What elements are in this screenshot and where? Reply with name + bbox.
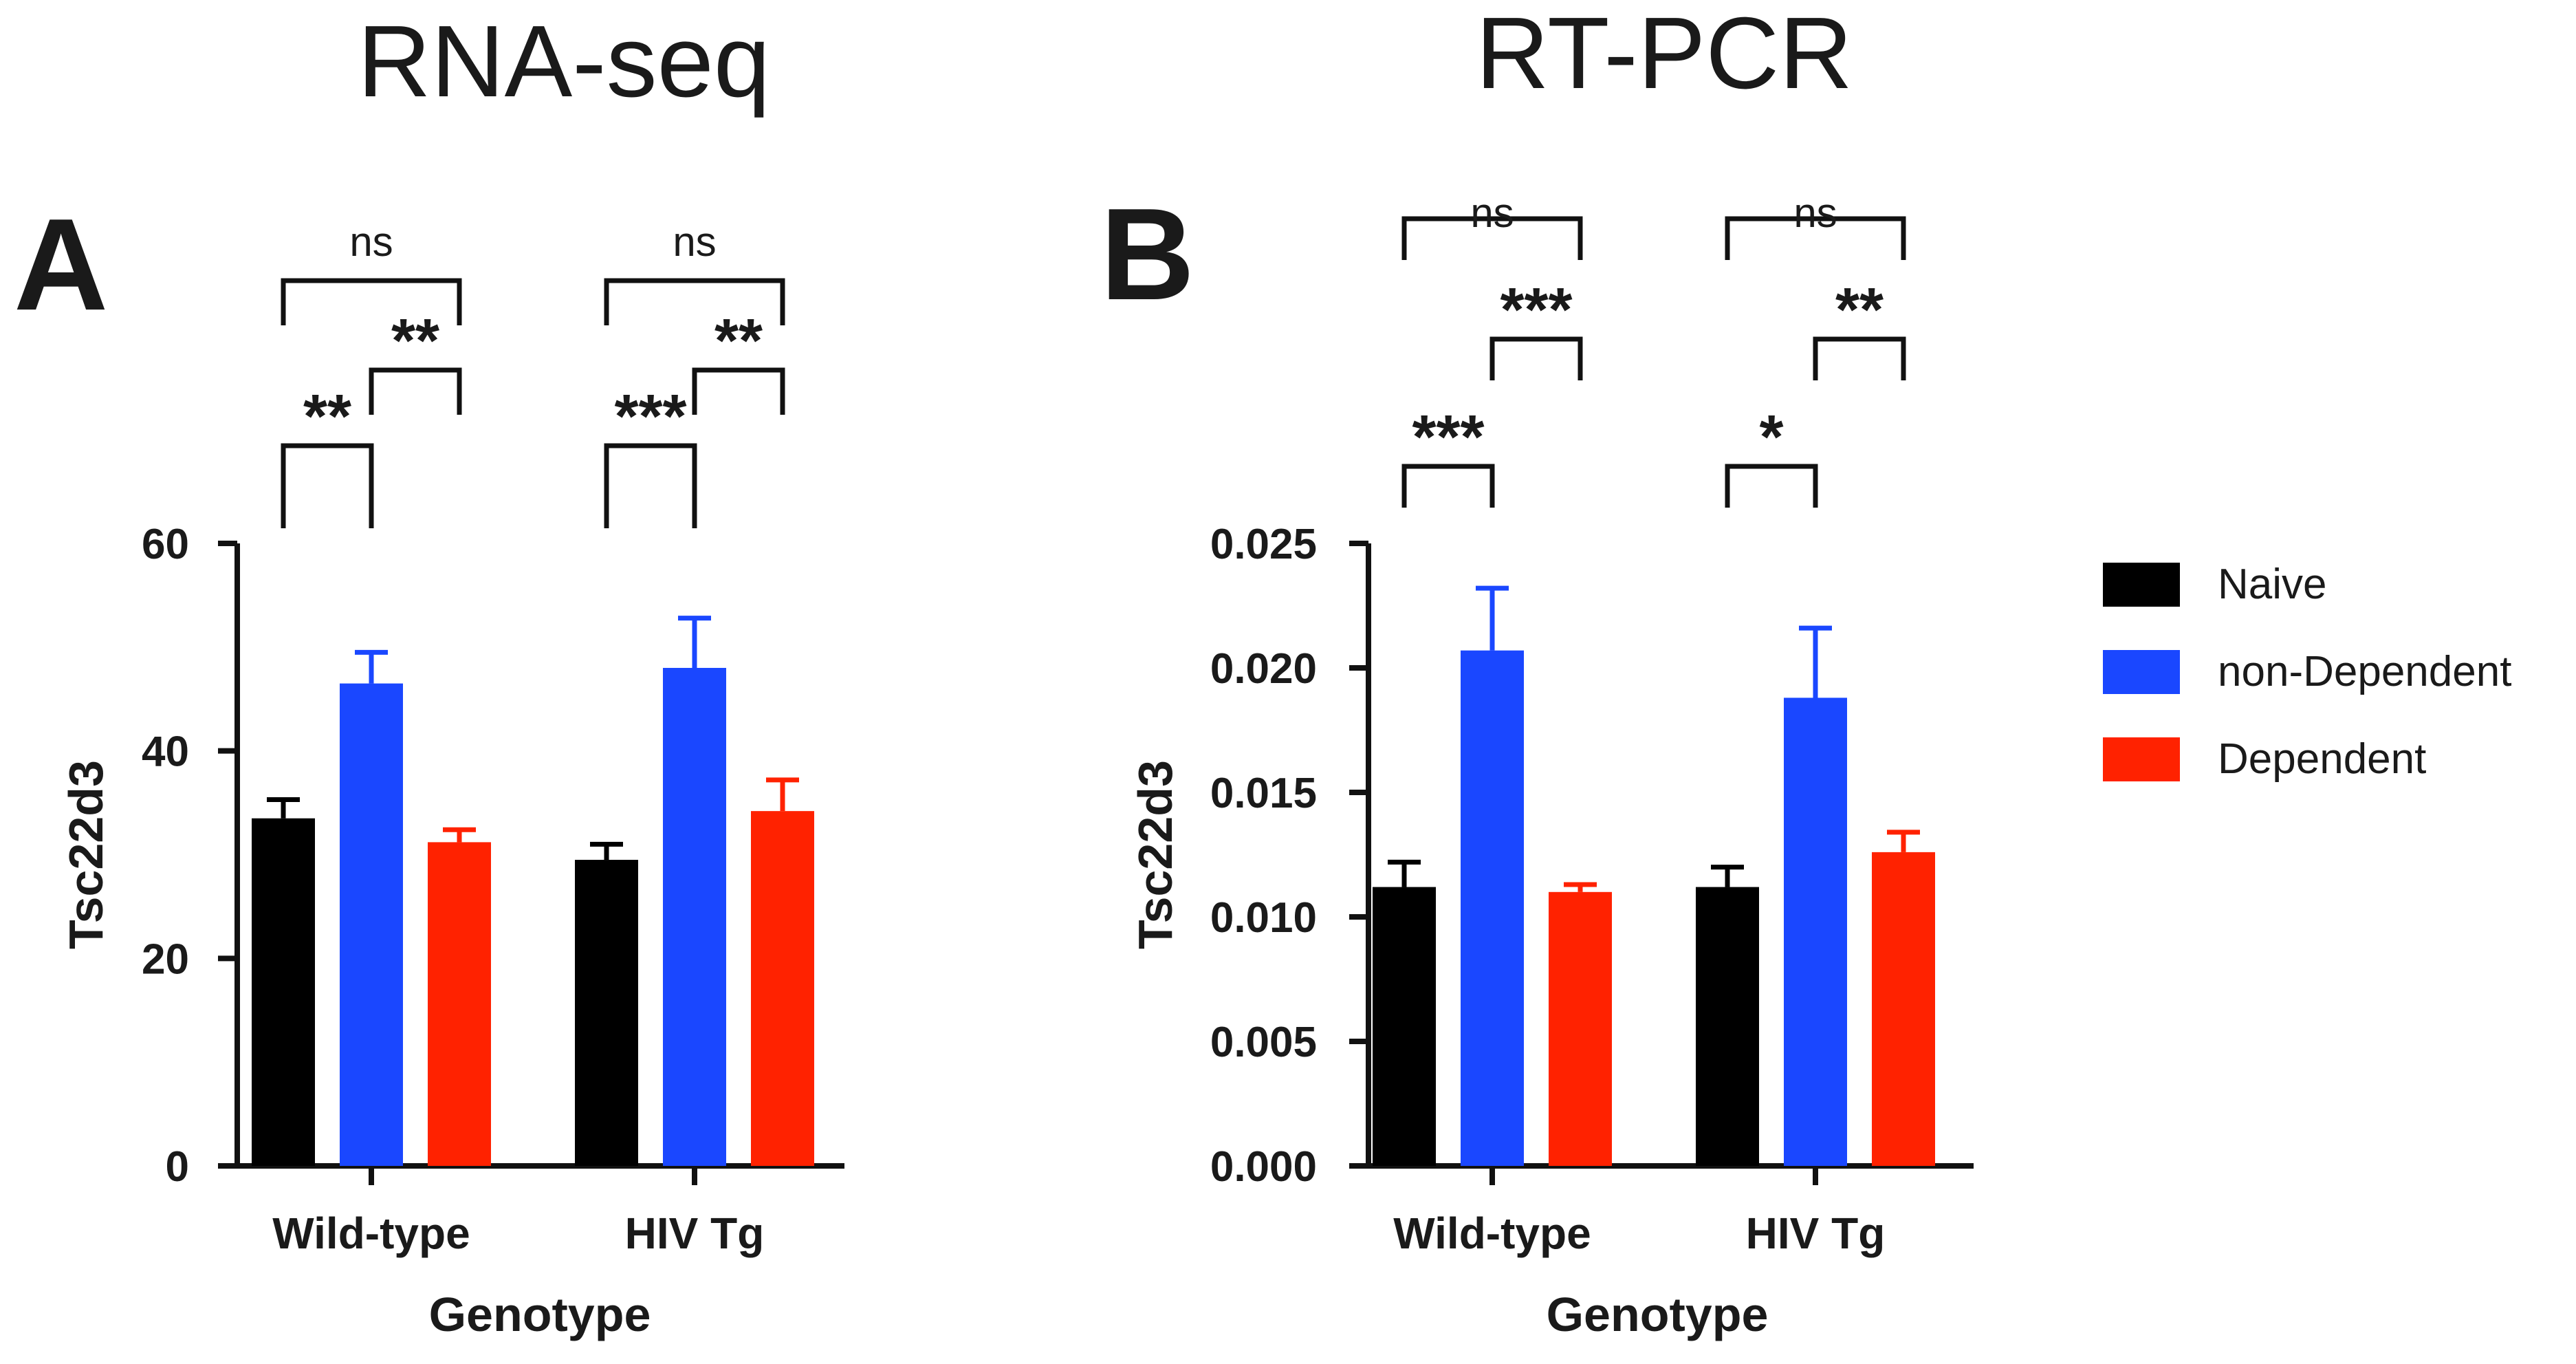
panel-b: RT-PCR B 0.000 0.005 0.010 0.015 0.020 0.025 Tsc… [1100, 0, 1974, 1341]
y-tick-label: 0 [166, 1143, 189, 1191]
significance-label: *** [1500, 276, 1572, 345]
panel-label: A [14, 192, 108, 338]
y-tick-label: 0.025 [1210, 521, 1317, 568]
y-axis-label: Tsc22d3 [1128, 760, 1182, 949]
bar-non-dependent-hiv-tg [1784, 697, 1847, 1166]
y-tick-label: 0.000 [1210, 1143, 1317, 1191]
y-tick-label: 0.010 [1210, 894, 1317, 942]
y-tick-label: 20 [142, 935, 189, 983]
legend-label: non-Dependent [2218, 648, 2511, 695]
significance-label: ns [673, 219, 716, 265]
bar-naive-wild-type [1373, 887, 1436, 1166]
bar-naive-wild-type [252, 818, 315, 1166]
significance-label: ns [1470, 190, 1514, 236]
significance-label: ** [391, 307, 439, 376]
legend-label: Dependent [2218, 735, 2426, 783]
significance-bracket [1401, 216, 1583, 260]
bar-non-dependent-wild-type [1461, 650, 1524, 1166]
significance-bracket [1401, 464, 1495, 508]
bar-non-dependent-hiv-tg [663, 668, 726, 1166]
legend-swatch-dependent [2103, 737, 2180, 781]
significance-bracket [281, 443, 374, 528]
legend-swatch-non-dependent [2103, 650, 2180, 694]
legend: Naive non-Dependent Dependent [2103, 561, 2511, 783]
significance-bracket [1489, 336, 1583, 380]
significance-bracket [369, 367, 462, 415]
y-tick-label: 0.015 [1210, 770, 1317, 817]
bar-naive-hiv-tg [575, 860, 638, 1166]
bar-dependent-hiv-tg [1872, 852, 1935, 1166]
x-tick-label: Wild-type [272, 1209, 470, 1258]
x-tick-label: Wild-type [1393, 1209, 1591, 1258]
y-axis-label: Tsc22d3 [59, 760, 113, 949]
significance-bracket [281, 278, 462, 325]
significance-label: *** [614, 382, 686, 451]
y-tick-label: 0.005 [1210, 1019, 1317, 1066]
significance-bracket [1725, 464, 1818, 508]
y-tick-label: 60 [142, 521, 189, 568]
significance-label: ** [303, 382, 351, 451]
significance-label: ** [714, 307, 763, 376]
x-axis-label: Genotype [429, 1288, 651, 1341]
y-tick-label: 40 [142, 728, 189, 776]
significance-bracket [1725, 216, 1906, 260]
significance-label: ns [1793, 190, 1837, 236]
bar-naive-hiv-tg [1696, 887, 1759, 1166]
y-tick-label: 0.020 [1210, 645, 1317, 693]
x-tick-label: HIV Tg [1746, 1209, 1886, 1258]
bar-dependent-hiv-tg [751, 811, 814, 1166]
significance-label: ns [349, 219, 393, 265]
legend-label: Naive [2218, 561, 2327, 608]
significance-label: ** [1835, 276, 1884, 345]
chart-title: RT-PCR [1476, 0, 1853, 110]
chart-title: RNA-seq [358, 5, 770, 118]
significance-bracket [692, 367, 785, 415]
x-tick-label: HIV Tg [625, 1209, 765, 1258]
x-axis-label: Genotype [1547, 1288, 1769, 1341]
bar-dependent-wild-type [428, 842, 491, 1166]
panel-a: RNA-seq A 0 20 40 60 Tsc22d3 Wild-type ** ** ns HIV… [14, 5, 844, 1341]
bar-non-dependent-wild-type [340, 683, 403, 1166]
significance-bracket [604, 443, 697, 528]
significance-bracket [1813, 336, 1906, 380]
bar-dependent-wild-type [1549, 891, 1612, 1166]
significance-label: *** [1412, 403, 1484, 472]
significance-bracket [604, 278, 785, 325]
legend-swatch-naive [2103, 563, 2180, 607]
panel-label: B [1100, 182, 1194, 327]
significance-label: * [1759, 403, 1783, 472]
